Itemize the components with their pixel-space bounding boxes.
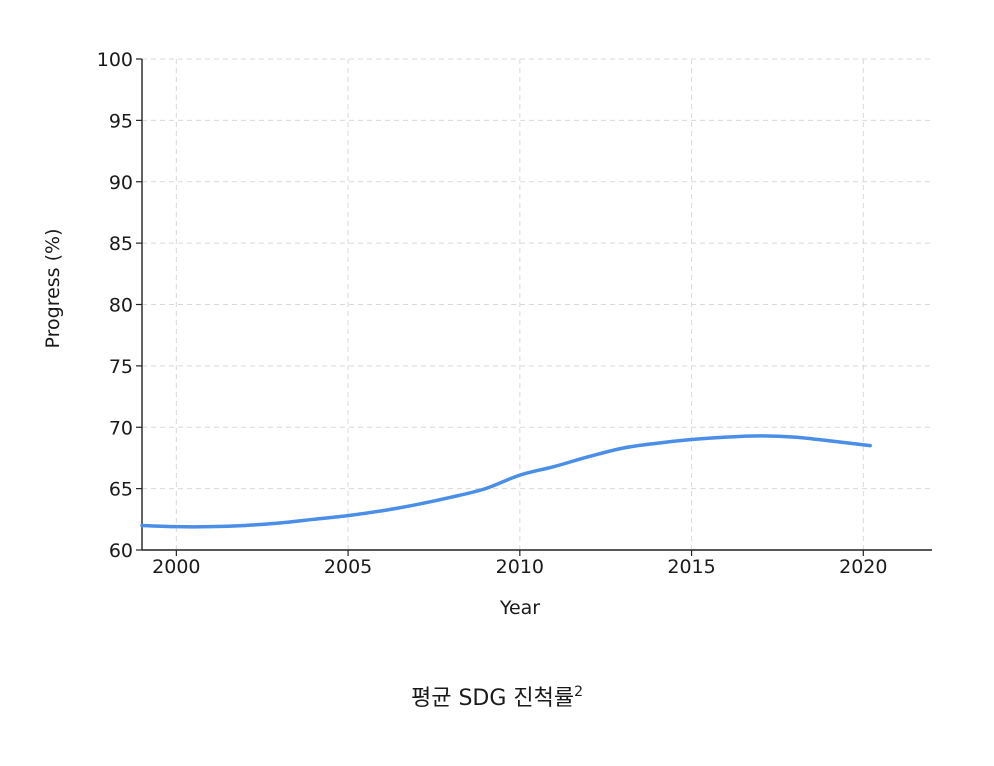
y-tick-label: 70 [109, 417, 133, 439]
y-tick-label: 65 [109, 479, 133, 501]
caption-superscript: 2 [574, 684, 584, 700]
chart-caption: 평균 SDG 진척률2 [0, 680, 994, 712]
y-tick-label: 80 [109, 295, 133, 317]
tick-labels: 2000 2005 2010 2015 2020 60 65 70 75 80 85 90 95 100 [97, 49, 888, 578]
y-tick-label: 95 [109, 110, 133, 132]
x-tick-label: 2005 [324, 556, 372, 578]
y-axis-label: Progress (%) [42, 228, 64, 348]
x-tick-label: 2010 [496, 556, 544, 578]
x-tick-label: 2015 [667, 556, 715, 578]
y-tick-label: 85 [109, 233, 133, 255]
y-tick-label: 90 [109, 172, 133, 194]
x-tick-label: 2020 [839, 556, 887, 578]
series [140, 434, 872, 529]
series-line [140, 434, 872, 529]
y-tick-label: 60 [109, 540, 133, 562]
caption-text: 평균 SDG 진척률 [410, 686, 575, 711]
grid [142, 58, 932, 551]
x-tick-label: 2000 [152, 556, 200, 578]
x-axis-label: Year [499, 597, 540, 619]
y-tick-label: 100 [97, 49, 133, 71]
y-tick-label: 75 [109, 356, 133, 378]
axes [136, 58, 932, 556]
